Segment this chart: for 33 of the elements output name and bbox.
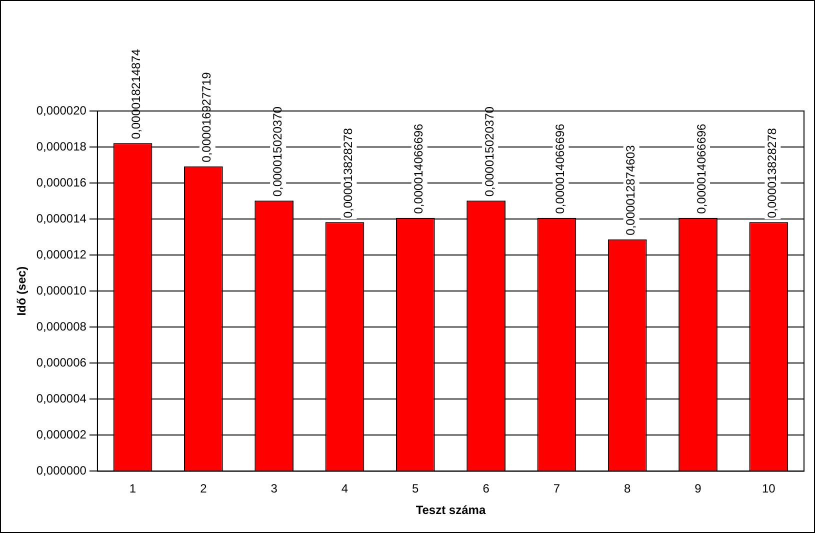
x-tick-label: 3 [270, 482, 278, 496]
y-tick-label: 0,000012 [36, 247, 87, 262]
y-tick-label: 0,000010 [36, 283, 87, 298]
y-tick-label: 0,000018 [36, 139, 87, 154]
y-tick-label: 0,000008 [36, 319, 87, 334]
y-tick-label: 0,000000 [36, 464, 87, 478]
data-label: 0,000015020370 [482, 106, 496, 197]
x-tick-label: 6 [482, 482, 490, 496]
x-tick-label: 4 [341, 482, 348, 496]
y-tick-label: 0,000006 [36, 355, 87, 370]
y-tick-label: 0,000014 [36, 211, 87, 226]
data-label: 0,000014066696 [412, 123, 426, 214]
y-tick-label: 0,000004 [36, 391, 87, 406]
x-tick-label: 1 [129, 482, 136, 496]
data-label: 0,000014066696 [553, 123, 568, 214]
x-tick-label: 5 [412, 482, 420, 496]
x-tick-label: 7 [553, 482, 560, 496]
data-label: 0,000013828278 [764, 128, 779, 218]
y-axis-title: Idő (sec) [14, 266, 29, 316]
x-axis-title: Teszt száma [416, 503, 486, 518]
data-label: 0,000013828278 [341, 128, 356, 218]
data-label: 0,000012874603 [624, 144, 638, 236]
y-tick-label: 0,000016 [36, 175, 87, 190]
y-tick-label: 0,000020 [36, 103, 87, 118]
data-label: 0,000014066696 [694, 123, 708, 214]
x-tick-label: 10 [762, 482, 776, 496]
data-label: 0,000015020370 [270, 106, 284, 197]
x-tick-label: 9 [694, 482, 702, 496]
data-label: 0,000018214874 [129, 48, 144, 140]
y-tick-label: 0,000002 [36, 427, 87, 442]
data-label: 0,000016927719 [200, 72, 214, 162]
x-tick-label: 8 [624, 482, 632, 496]
x-tick-label: 2 [200, 482, 208, 496]
